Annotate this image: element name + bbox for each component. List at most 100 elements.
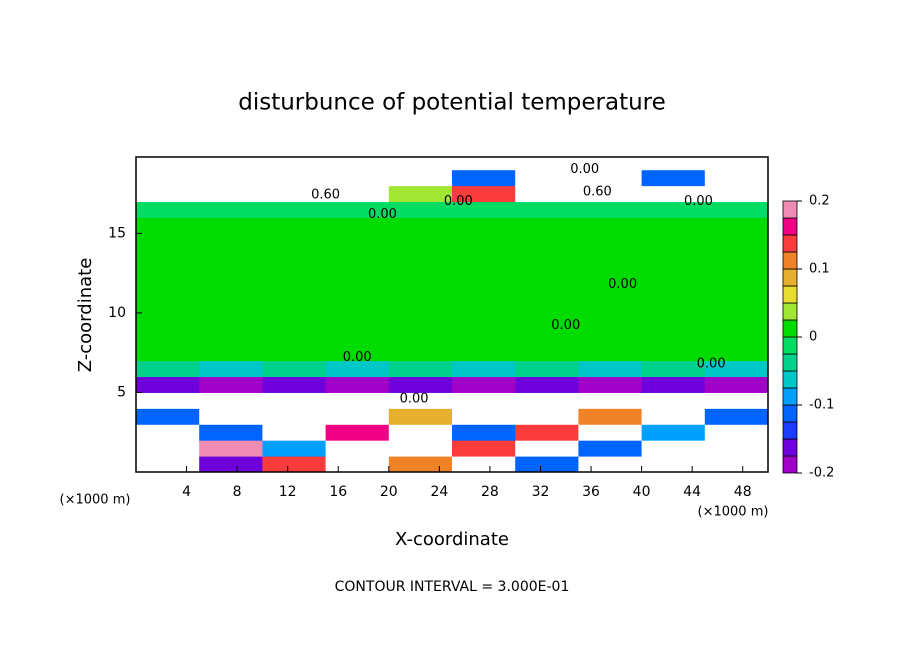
field-cell xyxy=(452,169,516,187)
field-cell xyxy=(136,217,200,234)
field-cell xyxy=(704,201,768,218)
contour-label: 0.60 xyxy=(583,185,612,200)
field-cell xyxy=(262,249,327,266)
y-tick-label: 15 xyxy=(108,225,126,241)
field-cell xyxy=(388,217,453,234)
field-cell xyxy=(199,344,263,362)
field-cell xyxy=(515,392,579,409)
field-cell xyxy=(136,312,200,330)
contour-label: 0.00 xyxy=(551,318,580,333)
field-cell xyxy=(578,376,643,393)
field-cell xyxy=(641,201,706,218)
field-cell xyxy=(199,249,263,266)
contour-interval: CONTOUR INTERVAL = 3.000E-01 xyxy=(335,579,570,595)
field-cell xyxy=(388,456,453,472)
contour-label: 0.00 xyxy=(400,391,429,406)
field-cell xyxy=(452,360,516,378)
field-cell xyxy=(136,185,200,203)
field-cell xyxy=(578,157,643,171)
field-cell xyxy=(199,360,263,378)
field-cell xyxy=(704,157,768,171)
field-cell xyxy=(136,328,200,346)
field-cell xyxy=(515,233,579,250)
colorbar-swatch xyxy=(782,268,798,287)
contour-label: 0.00 xyxy=(608,277,637,292)
field-cell xyxy=(199,185,263,203)
x-tick-label: 44 xyxy=(683,484,701,500)
colorbar-swatch xyxy=(782,353,798,372)
colorbar-swatch xyxy=(782,251,798,270)
field-cell xyxy=(388,360,453,378)
field-cell xyxy=(578,169,643,187)
field-cell xyxy=(641,392,706,409)
field-cell xyxy=(388,281,453,298)
field-cell xyxy=(641,169,706,187)
colorbar-tick-label: 0.1 xyxy=(809,262,830,277)
field-cell xyxy=(515,157,579,171)
field-cell xyxy=(578,233,643,250)
colorbar-swatch xyxy=(782,217,798,236)
field-cell xyxy=(388,328,453,346)
field-cell xyxy=(641,376,706,393)
x-tick-label: 8 xyxy=(233,484,242,500)
field-cell xyxy=(325,185,390,203)
x-unit: (×1000 m) xyxy=(60,493,131,508)
field-cell xyxy=(515,440,579,457)
field-cell xyxy=(136,392,200,409)
field-cell xyxy=(641,233,706,250)
field-cell xyxy=(199,201,263,218)
field-cell xyxy=(578,424,643,441)
field-cell xyxy=(136,169,200,187)
field-cell xyxy=(578,249,643,266)
field-cell xyxy=(704,249,768,266)
colorbar-swatch xyxy=(782,404,798,423)
field-cell xyxy=(199,281,263,298)
field-cell xyxy=(704,169,768,187)
colorbar-tick-label: 0.2 xyxy=(809,194,830,209)
field-cell xyxy=(199,440,263,457)
field-cell xyxy=(199,312,263,330)
field-cell xyxy=(136,265,200,282)
field-cell xyxy=(641,157,706,171)
chart-title: disturbunce of potential temperature xyxy=(238,90,666,116)
field-cell xyxy=(704,424,768,441)
colorbar-swatch xyxy=(782,421,798,440)
x-tick-label: 4 xyxy=(182,484,191,500)
field-cell xyxy=(388,312,453,330)
field-cell xyxy=(641,185,706,203)
field-cell xyxy=(704,297,768,314)
field-cell xyxy=(136,456,200,472)
colorbar-swatch xyxy=(782,200,798,219)
field-cell xyxy=(452,376,516,393)
colorbar-swatch xyxy=(782,336,798,355)
field-cell xyxy=(325,249,390,266)
field-cell xyxy=(136,233,200,250)
field-cell xyxy=(388,424,453,441)
field-cell xyxy=(515,217,579,234)
field-cell xyxy=(325,456,390,472)
field-cell xyxy=(325,312,390,330)
field-cell xyxy=(452,424,516,441)
field-cell xyxy=(704,360,768,378)
field-cell xyxy=(704,185,768,203)
field-cell xyxy=(515,312,579,330)
y-axis-label: Z-coordinate xyxy=(75,258,96,373)
field-cell xyxy=(325,392,390,409)
field-cell xyxy=(388,265,453,282)
x-tick-label: 40 xyxy=(633,484,651,500)
field-cell xyxy=(325,201,390,218)
field-cell xyxy=(578,312,643,330)
field-cell xyxy=(641,424,706,441)
field-cell xyxy=(704,392,768,409)
x-tick-label: 32 xyxy=(532,484,550,500)
field-cell xyxy=(704,217,768,234)
field-cell xyxy=(578,297,643,314)
field-cell xyxy=(704,376,768,393)
field-cell xyxy=(452,344,516,362)
field-cell xyxy=(704,408,768,425)
x-tick-label: 28 xyxy=(481,484,499,500)
field-cell xyxy=(388,201,453,218)
field-cell xyxy=(136,376,200,393)
field-cell xyxy=(452,185,516,203)
field-cell xyxy=(262,281,327,298)
